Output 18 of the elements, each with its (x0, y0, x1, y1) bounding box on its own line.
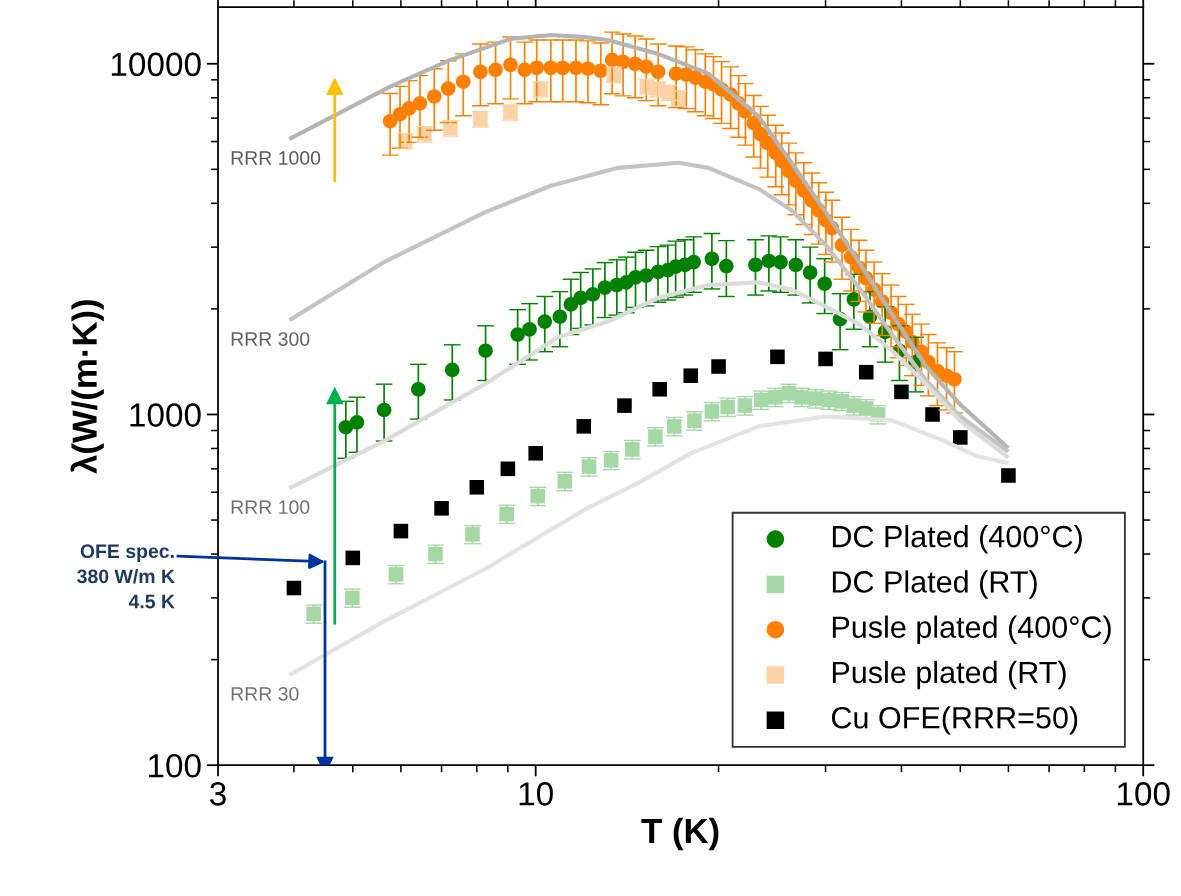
x-tick-label: 3 (210, 782, 226, 806)
legend-label: DC Plated (400°C) (832, 524, 1082, 554)
x-tick-label: 10 (519, 782, 553, 806)
x-tick-label: 100 (1117, 782, 1170, 806)
legend-label: Cu OFE(RRR=50) (831, 706, 1078, 735)
series-label: RRR 100 (231, 500, 310, 515)
legend-label: DC Plated (RT) (832, 570, 1037, 599)
x-axis-title: T (K) (641, 817, 719, 851)
annotation: OFE spec. 380 W/m K 4.5 K (77, 544, 175, 609)
y-tick-label: 100 (148, 753, 201, 778)
legend-label: Pusle plated (400°C) (832, 615, 1111, 645)
series-label: RRR 30 (231, 686, 299, 701)
y-tick-label: 1000 (130, 403, 201, 427)
y-tick-label: 10000 (111, 52, 201, 77)
series-label: RRR 1000 (231, 151, 321, 165)
legend-label: Pusle plated (RT) (832, 660, 1066, 690)
series-label: RRR 300 (231, 332, 310, 346)
y-axis-title: λ(W/(m·K)) (70, 300, 104, 474)
